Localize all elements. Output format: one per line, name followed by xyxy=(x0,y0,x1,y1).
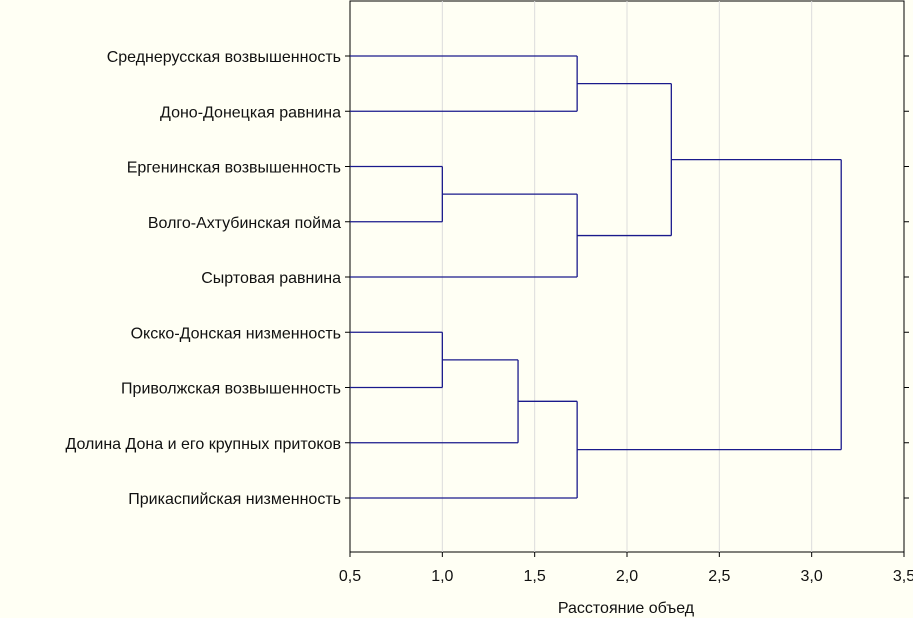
leaf-label: Прикаспийская низменность xyxy=(128,491,341,508)
x-tick-label: 2,5 xyxy=(708,568,730,585)
grid-lines xyxy=(441,1,813,552)
leaf-label: Окско-Донская низменность xyxy=(131,325,341,342)
leaf-label: Сыртовая равнина xyxy=(201,270,341,287)
leaf-label: Среднерусская возвышенность xyxy=(107,49,341,66)
x-tick-label: 0,5 xyxy=(339,568,361,585)
leaf-label: Долина Дона и его крупных притоков xyxy=(65,436,341,453)
x-tick-label: 1,5 xyxy=(524,568,546,585)
x-tick-label: 3,0 xyxy=(801,568,823,585)
leaf-label: Волго-Ахтубинская пойма xyxy=(148,215,341,232)
x-tick-label: 3,5 xyxy=(893,568,913,585)
dendrogram-links xyxy=(350,55,842,499)
x-axis-title: Расстояние объед xyxy=(558,600,695,617)
x-tick-label: 2,0 xyxy=(616,568,638,585)
leaf-label: Доно-Донецкая равнина xyxy=(160,104,341,121)
leaf-label: Ергенинская возвышенность xyxy=(127,160,341,177)
leaf-labels: Среднерусская возвышенность Доно-Донецкая… xyxy=(65,49,341,508)
leaf-label: Приволжская возвышенность xyxy=(121,381,341,398)
axis-ticks xyxy=(345,55,909,557)
x-tick-label: 1,0 xyxy=(431,568,453,585)
x-tick-labels: 0,5 1,0 1,5 2,0 2,5 3,0 3,5 xyxy=(339,568,913,585)
